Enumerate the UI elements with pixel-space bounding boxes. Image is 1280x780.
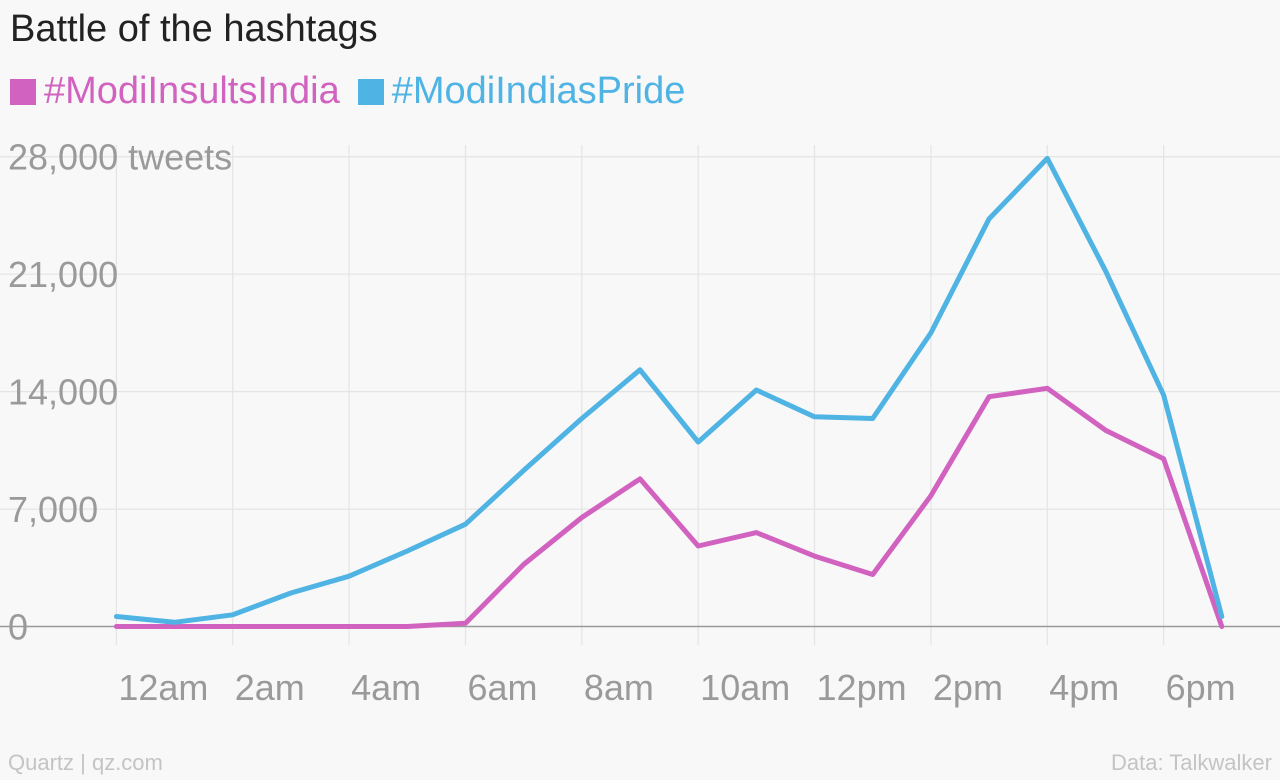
chart-title: Battle of the hashtags xyxy=(10,8,378,50)
series-line-modi-indias-pride xyxy=(113,155,1225,625)
series-line-modi-insults-india xyxy=(113,385,1225,629)
x-tick-label: 4am xyxy=(351,667,421,708)
x-tick-label: 2am xyxy=(235,667,305,708)
legend-item-modi-indias-pride: #ModiIndiasPride xyxy=(357,70,686,113)
legend-swatch-modi-indias-pride xyxy=(357,78,384,105)
x-tick-label: 10am xyxy=(700,667,790,708)
x-tick-label: 12pm xyxy=(817,667,907,708)
y-tick-label: 7,000 xyxy=(8,489,98,530)
legend-label-modi-insults-india: #ModiInsultsIndia xyxy=(44,70,340,112)
legend-swatch-modi-insults-india xyxy=(10,78,36,105)
x-tick-label: 2pm xyxy=(933,667,1003,708)
x-tick-label: 4pm xyxy=(1049,667,1119,708)
x-tick-label: 6am xyxy=(467,667,537,708)
footer-credit: Quartz | qz.com xyxy=(8,750,163,775)
y-tick-label: 14,000 xyxy=(8,372,118,413)
y-tick-label: 21,000 xyxy=(8,254,118,295)
y-tick-label: 28,000 tweets xyxy=(8,137,232,178)
x-tick-label: 12am xyxy=(118,667,208,708)
x-tick-label: 6pm xyxy=(1166,667,1236,708)
legend-label-modi-indias-pride: #ModiIndiasPride xyxy=(391,70,686,112)
y-tick-label: 0 xyxy=(8,607,28,648)
x-tick-label: 8am xyxy=(584,667,654,708)
legend: #ModiInsultsIndia #ModiIndiasPride xyxy=(10,70,703,113)
footer-data-source: Data: Talkwalker xyxy=(1111,750,1272,775)
legend-item-modi-insults-india: #ModiInsultsIndia xyxy=(10,70,340,113)
